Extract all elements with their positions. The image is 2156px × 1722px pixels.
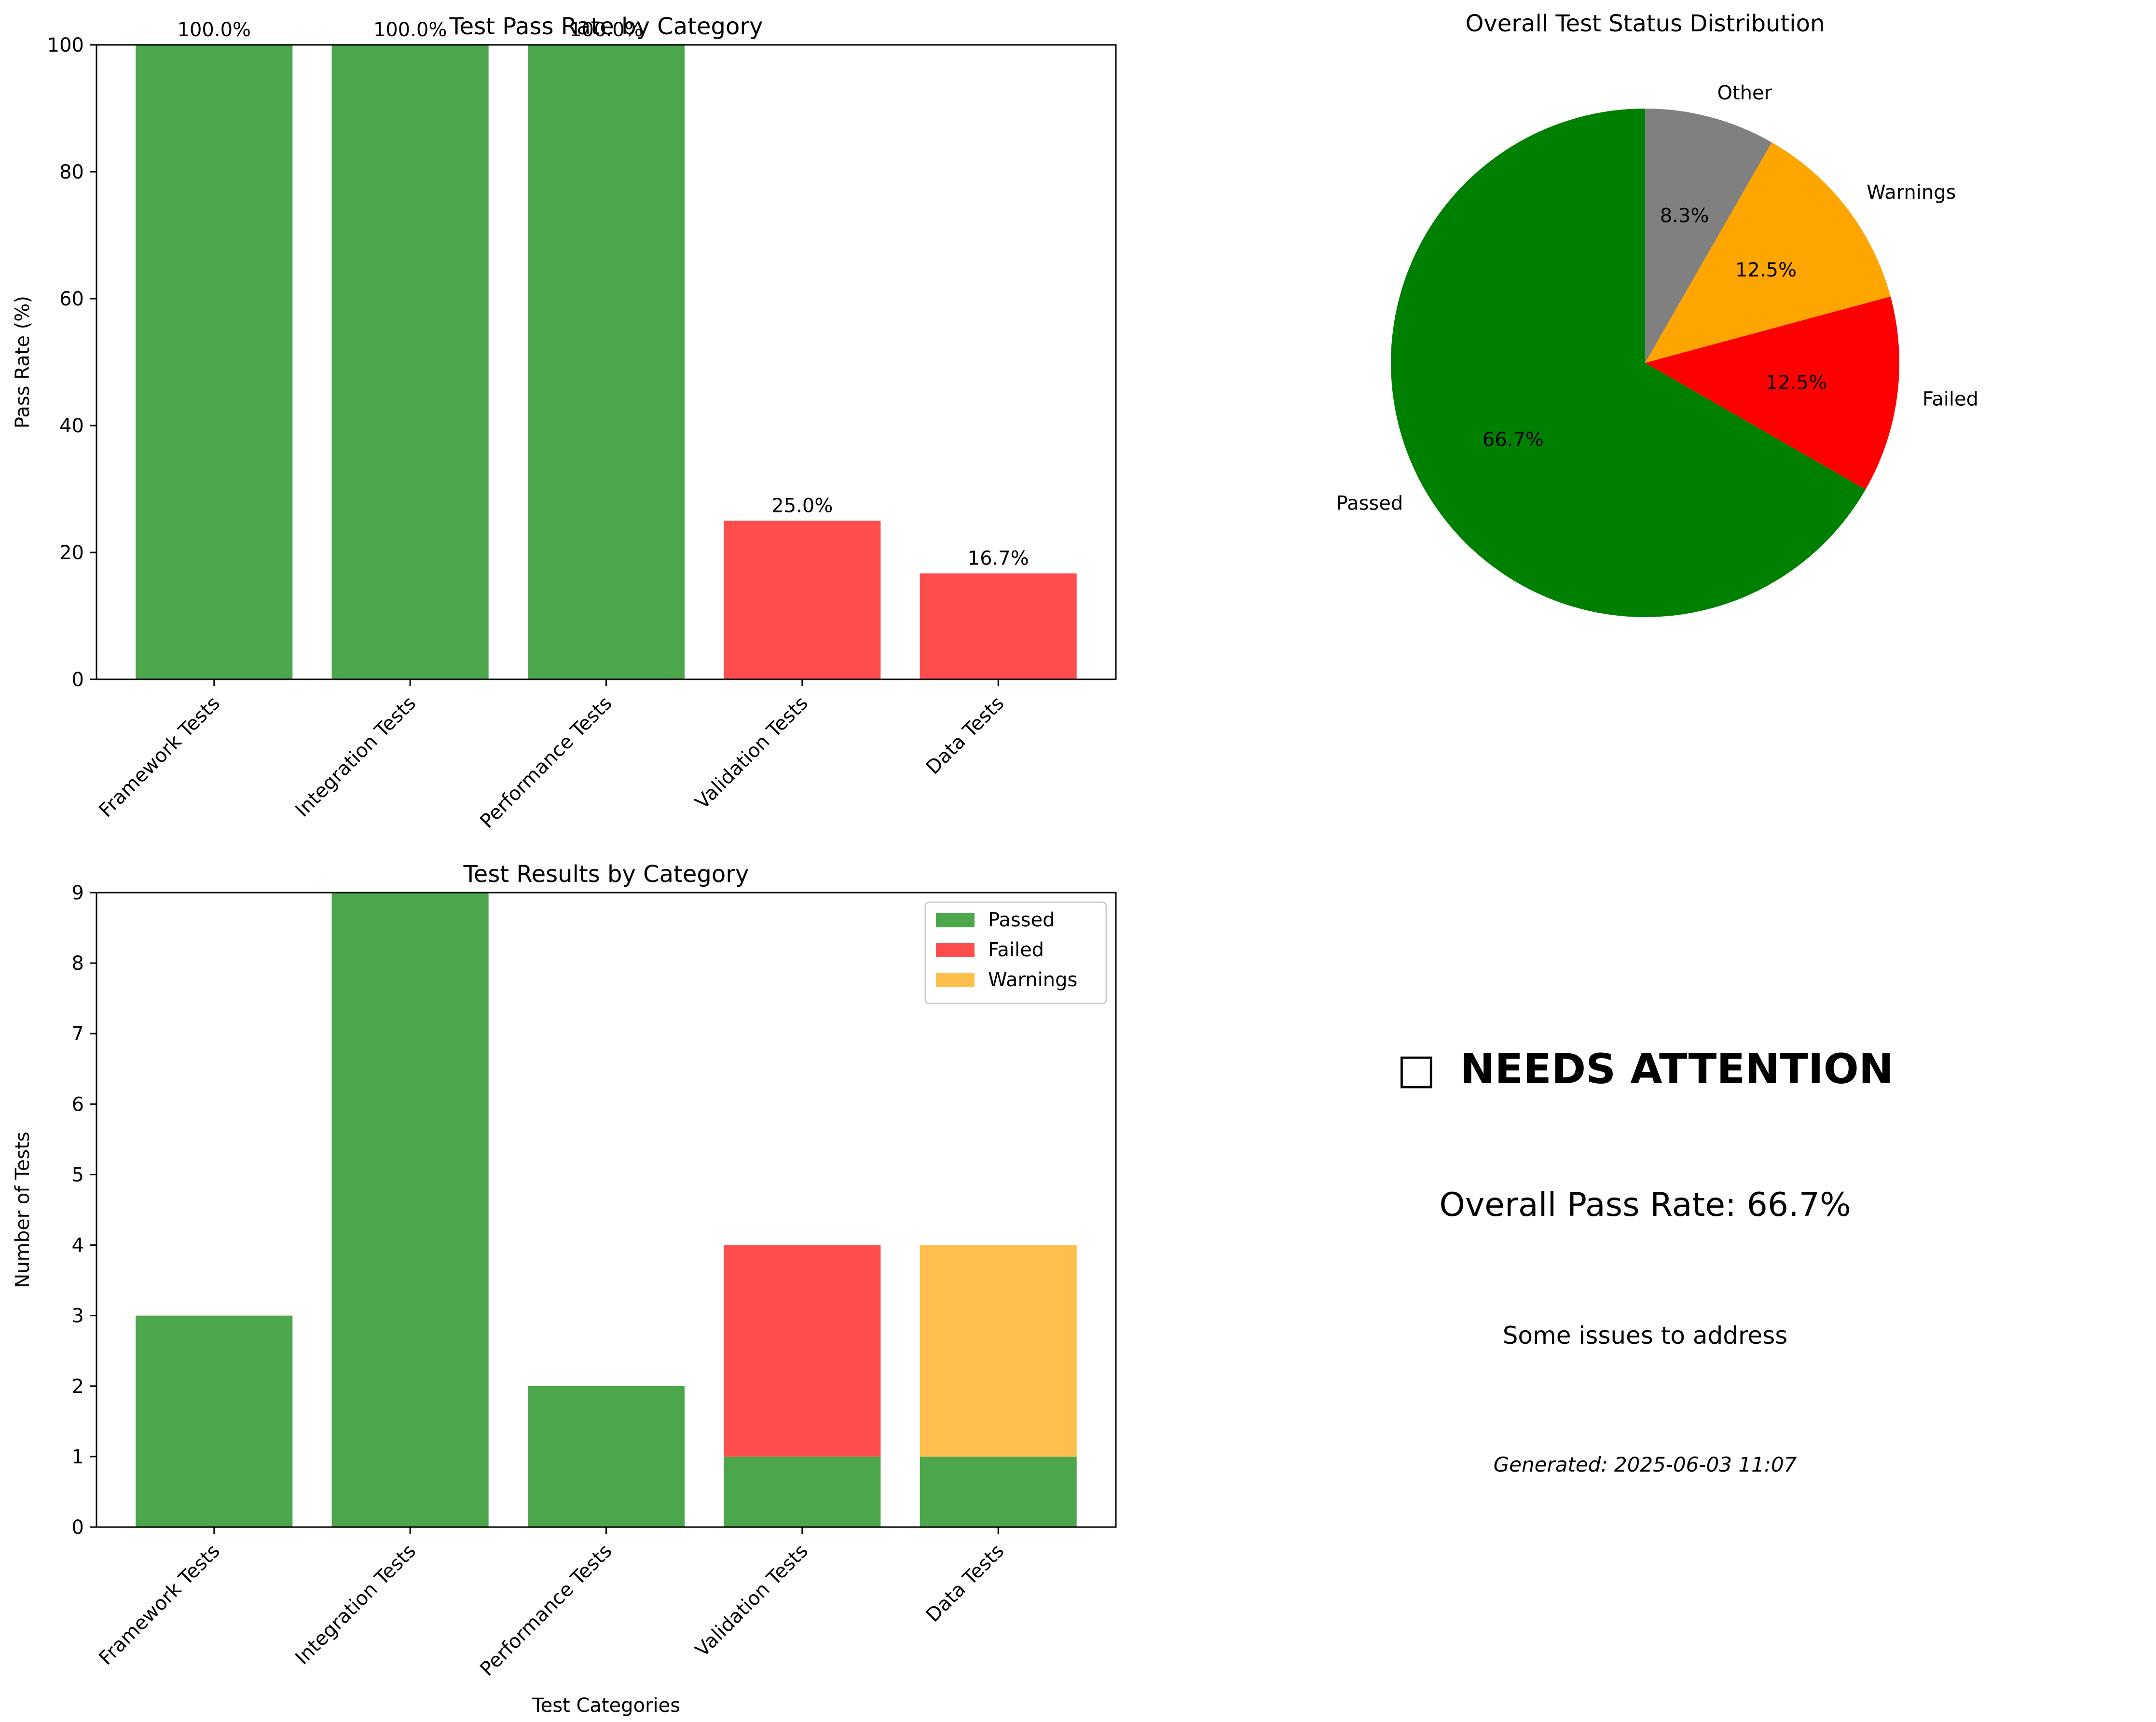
pie-slice-failed	[1645, 296, 1899, 490]
status-text: NEEDS ATTENTION	[1460, 1045, 1893, 1093]
bar-passed-2	[331, 893, 489, 1527]
chart-title: Test Results by Category	[463, 861, 749, 888]
summary-message: Some issues to address	[1503, 1322, 1788, 1350]
bar-5	[920, 573, 1077, 679]
bar-4	[724, 521, 881, 679]
y-tick-label: 3	[72, 1305, 84, 1327]
data-label-3: 100.0%	[569, 19, 643, 41]
y-tick-label: 6	[72, 1093, 84, 1116]
pie-label-other: Other	[1717, 82, 1772, 104]
pie-pct-warnings: 12.5%	[1735, 259, 1797, 281]
y-tick-label: 0	[72, 1516, 84, 1539]
y-tick-label: 9	[72, 882, 84, 904]
legend-swatch-passed	[936, 913, 975, 927]
pie-pct-passed: 66.7%	[1483, 428, 1544, 451]
y-tick-label: 4	[72, 1235, 84, 1257]
pie-pct-other: 8.3%	[1660, 205, 1709, 227]
bar-failed-4	[724, 1245, 881, 1457]
y-tick-label: 7	[72, 1023, 84, 1045]
y-tick-label: 100	[47, 34, 84, 56]
y-axis-label: Number of Tests	[12, 1131, 34, 1288]
data-label-5: 16.7%	[968, 547, 1029, 569]
bar-3	[527, 45, 685, 679]
bar-passed-4	[724, 1456, 881, 1527]
bar-warnings-5	[920, 1245, 1077, 1457]
pie-label-failed: Failed	[1923, 388, 1978, 410]
status-pie-chart: 66.7% Passed 12.5% Failed 12.5% Warnings 8.3% O…	[1336, 10, 1978, 618]
pass-rate-bar-chart: 100.0% 100.0% 100.0% 25.0% 16.7% 0 20 40 60 80 100…	[12, 13, 1117, 833]
legend-label-passed: Passed	[988, 909, 1055, 931]
legend-label-warnings: Warnings	[988, 969, 1077, 991]
y-tick-label: 40	[59, 415, 84, 437]
bar-passed-5	[920, 1456, 1077, 1527]
legend-swatch-failed	[936, 943, 975, 957]
pie-pct-failed: 12.5%	[1766, 372, 1827, 394]
generated-timestamp: Generated: 2025-06-03 11:07	[1494, 1453, 1797, 1476]
overall-pass-rate: Overall Pass Rate: 66.7%	[1439, 1186, 1851, 1224]
y-tick-label: 80	[59, 161, 84, 183]
legend-label-failed: Failed	[988, 939, 1044, 961]
x-axis-label: Test Categories	[532, 1694, 680, 1717]
pie-label-passed: Passed	[1336, 492, 1403, 514]
y-tick-label: 5	[72, 1164, 84, 1186]
data-label-4: 25.0%	[771, 495, 833, 517]
pie-label-warnings: Warnings	[1867, 181, 1956, 204]
y-tick-label: 2	[72, 1376, 84, 1398]
y-tick-label: 8	[72, 952, 84, 975]
bar-1	[136, 45, 293, 679]
bar-passed-3	[527, 1386, 685, 1527]
y-tick-label: 20	[59, 542, 84, 564]
data-label-1: 100.0%	[178, 19, 251, 41]
bar-passed-1	[136, 1315, 293, 1527]
pie-slice-passed	[1390, 109, 1866, 618]
legend-swatch-warnings	[936, 973, 975, 987]
y-tick-label: 1	[72, 1446, 84, 1468]
legend: Passed Failed Warnings	[924, 901, 1107, 1005]
y-axis-label: Pass Rate (%)	[12, 296, 34, 428]
warning-icon: □	[1397, 1045, 1436, 1093]
summary-panel: □ NEEDS ATTENTION Overall Pass Rate: 66.…	[1397, 1045, 1894, 1476]
y-tick-label: 0	[72, 669, 84, 691]
pie-slice-other	[1645, 109, 1772, 363]
y-tick-label: 60	[59, 288, 84, 310]
chart-title: Overall Test Status Distribution	[1466, 10, 1825, 37]
bar-2	[331, 45, 489, 679]
status-heading: □ NEEDS ATTENTION	[1397, 1045, 1894, 1093]
chart-title: Test Pass Rate by Category	[449, 13, 763, 40]
pie-slice-warnings	[1645, 142, 1891, 363]
data-label-2: 100.0%	[373, 19, 447, 41]
